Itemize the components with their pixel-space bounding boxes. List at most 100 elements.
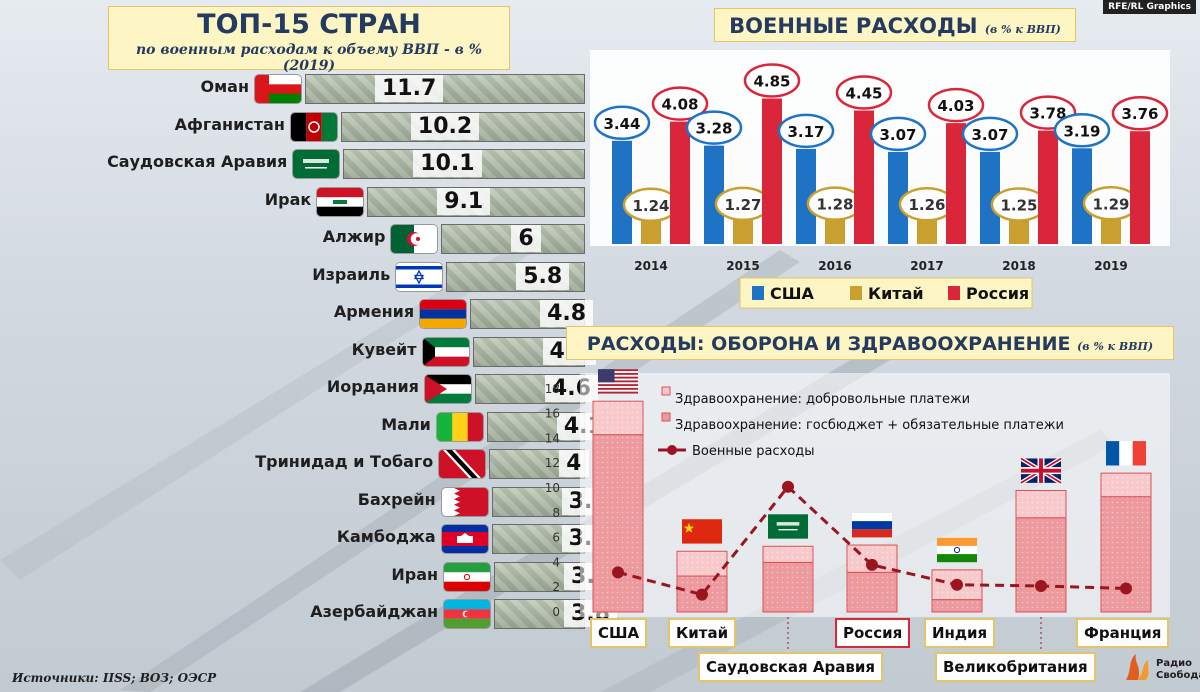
- chart2-value-bubble: [961, 116, 1019, 152]
- chart2-value-bubble: [777, 113, 835, 149]
- chart3-category-label: Франция: [1076, 618, 1170, 648]
- trinidad-flag-icon: [439, 450, 486, 478]
- defense-health-chart: 0 2 4 6 8 10 12 14 16 18 Здравоохранение: добровол…: [545, 369, 1170, 650]
- top15-value-label: 6: [511, 225, 541, 252]
- top15-row: Ирак 9.1: [0, 186, 600, 217]
- top15-row: Оман 11.7: [0, 74, 600, 104]
- israel-flag-icon: [396, 262, 443, 291]
- chart2-x-tick: 2016: [818, 259, 851, 273]
- military-title-box: ВОЕННЫЕ РАСХОДЫ (в % к ВВП): [714, 8, 1076, 42]
- iraq-flag-icon: [317, 187, 364, 216]
- logo-line2: Свобода: [1156, 670, 1200, 681]
- chart2-bar: [796, 148, 816, 244]
- cambodia-flag-icon: [441, 525, 488, 553]
- left-title-box: ТОП-15 СТРАН по военным расходам к объем…: [108, 6, 510, 74]
- top15-value-label: 5.8: [516, 262, 570, 290]
- armenia-flag-icon: [420, 300, 467, 328]
- chart2-bar: [980, 151, 1000, 244]
- uk-flag-icon: [1019, 456, 1063, 485]
- top15-country-label: Афганистан: [174, 114, 285, 134]
- left-subtitle: по военным расходам к объему ВВП - в % (…: [136, 42, 482, 74]
- chart3-category-label: Великобритания: [935, 652, 1096, 682]
- radio-svoboda-logo: Радио Свобода: [1122, 650, 1200, 690]
- chart2-value-label: 1.27: [724, 196, 761, 214]
- iran-flag-icon: [444, 562, 491, 591]
- chart3-legend-dot: [667, 445, 677, 455]
- chart2-value-label: 3.07: [879, 126, 916, 144]
- chart3-bar-public: [931, 599, 983, 613]
- chart2-bar: [1038, 130, 1058, 244]
- chart3-bar-public: [1100, 496, 1152, 613]
- chart3-bar-voluntary: [676, 550, 728, 577]
- chart2-x-tick: 2017: [910, 259, 943, 273]
- chart2-x-tick: 2019: [1094, 259, 1127, 273]
- chart2-value-bubble: [651, 86, 709, 121]
- logo-mark-icon: [1126, 654, 1149, 680]
- chart3-military-point: [782, 480, 794, 493]
- military-spending-chart: 3.44 1.24 4.08 2014 3.28 1.27 4.85 2015 3.17 1.28…: [590, 50, 1170, 309]
- chart2-value-bubble: [927, 87, 985, 123]
- chart3-legend-label: Военные расходы: [692, 444, 815, 459]
- chart2-legend-swatch: [850, 286, 862, 300]
- chart2-bar: [670, 121, 690, 244]
- chart3-y-tick: 0: [552, 605, 560, 619]
- chart2-value-label: 3.17: [787, 123, 824, 141]
- chart3-category-label: Индия: [924, 618, 996, 648]
- chart2-legend-label: Россия: [966, 284, 1029, 303]
- france-flag-icon: [1106, 441, 1147, 466]
- chart2-bar: [946, 123, 966, 244]
- chart2-value-label: 3.76: [1121, 105, 1158, 123]
- chart3-y-tick: 12: [545, 456, 560, 470]
- top15-row: Тринидад и Тобаго 4: [0, 449, 600, 479]
- chart3-legend-swatch-voluntary: [661, 386, 671, 396]
- chart2-legend-swatch: [948, 286, 960, 300]
- defense-health-title: РАСХОДЫ: ОБОРОНА И ЗДРАВООХРАНЕНИЕ: [586, 333, 1071, 355]
- chart2-value-bubble: [593, 105, 651, 141]
- chart2-value-label: 3.19: [1063, 122, 1100, 140]
- chart3-military-point: [1035, 579, 1047, 592]
- chart3-military-point: [612, 566, 624, 579]
- top15-country-label: Израиль: [312, 264, 391, 284]
- chart3-military-point: [951, 578, 963, 591]
- chart2-legend-swatch: [752, 286, 764, 300]
- chart2-value-label: 1.24: [632, 197, 669, 215]
- chart3-category-label: США: [590, 618, 648, 648]
- chart3-bar-public: [762, 561, 814, 613]
- india-flag-icon: [937, 537, 978, 563]
- top15-country-label: Ирак: [264, 189, 312, 209]
- afghanistan-flag-icon: [290, 112, 337, 141]
- chart3-y-tick: 8: [552, 506, 560, 520]
- chart3-military-point: [1120, 582, 1132, 595]
- top15-value-label: 10.1: [413, 150, 482, 177]
- chart2-legend-box: [739, 277, 1033, 309]
- chart3-legend-swatch-public: [661, 412, 671, 422]
- jordan-flag-icon: [424, 375, 471, 403]
- sources-note: Источники: IISS; ВОЗ; ОЭСР: [12, 671, 217, 685]
- chart3-bar-public: [592, 434, 644, 613]
- chart2-x-tick: 2018: [1002, 259, 1035, 273]
- top15-row: Алжир 6: [0, 224, 600, 254]
- chart2-bar: [612, 140, 632, 244]
- top15-bar: [305, 74, 585, 104]
- top15-value-label: 9.1: [437, 187, 491, 215]
- usa-flag-icon: [598, 369, 639, 394]
- chart3-bar-voluntary: [762, 545, 814, 563]
- chart2-bar: [762, 98, 782, 244]
- chart3-bar-voluntary: [1100, 472, 1152, 498]
- azerbaijan-flag-icon: [444, 600, 491, 628]
- bahrain-flag-icon: [441, 487, 488, 516]
- chart3-y-tick: 6: [552, 531, 560, 545]
- top15-country-label: Азербайджан: [310, 602, 439, 621]
- top15-row: Азербайджан3.8: [0, 599, 618, 629]
- chart2-value-label: 1.29: [1092, 195, 1129, 213]
- chart2-value-label: 4.08: [661, 96, 698, 114]
- top15-row: Армения 4.8: [0, 299, 600, 329]
- chart3-y-tick: 18: [545, 382, 560, 396]
- chart2-bar: [704, 145, 724, 244]
- chart3-bar-voluntary: [1015, 489, 1067, 519]
- chart2-bar: [1130, 131, 1150, 244]
- chart2-value-label: 1.28: [816, 196, 853, 214]
- chart3-category-label: Саудовская Аравия: [698, 652, 883, 682]
- top15-country-label: Камбоджа: [336, 527, 436, 546]
- top15-row: Иран3.8: [0, 561, 618, 592]
